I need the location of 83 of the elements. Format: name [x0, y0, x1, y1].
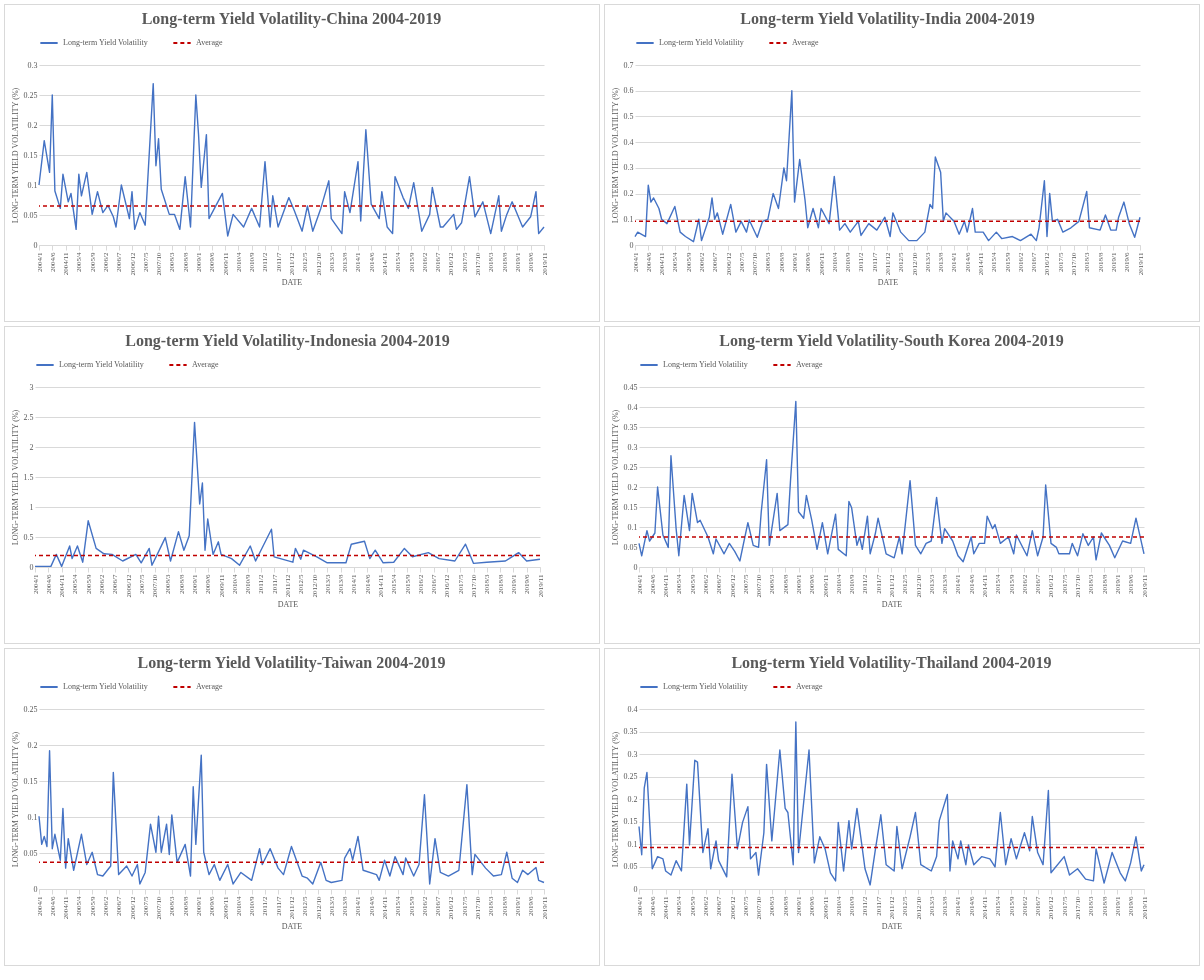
line-series	[638, 721, 1145, 886]
y-tick-label: 0.1	[627, 522, 638, 532]
y-tick-label: 0	[633, 562, 638, 572]
legend-label: Long-term Yield Volatility	[663, 682, 748, 691]
chart-title: Long-term Yield Volatility-China 2004-2019	[141, 10, 442, 28]
y-tick-label: 0.15	[623, 817, 638, 826]
y-axis-title: LONG-TERM YIELD VOLATILITY (%)	[10, 87, 20, 224]
y-axis-title: LONG-TERM YIELD VOLATILITY (%)	[610, 409, 620, 546]
y-tick-label: 0.05	[623, 542, 638, 552]
y-axis-title: LONG-TERM YIELD VOLATILITY (%)	[10, 731, 20, 868]
y-tick-label: 0	[29, 562, 34, 572]
x-axis-title: DATE	[881, 922, 903, 932]
y-tick-label: 0.3	[627, 749, 638, 759]
y-tick-label: 0.15	[23, 150, 38, 160]
y-tick-label: 0	[33, 240, 38, 250]
y-tick-label: 0.3	[623, 163, 634, 173]
y-axis-title: LONG-TERM YIELD VOLATILITY (%)	[610, 87, 620, 224]
y-tick-label: 0.45	[623, 382, 638, 392]
line-series	[34, 421, 541, 568]
y-tick-label: 0.35	[623, 422, 638, 432]
x-axis-title: DATE	[277, 600, 299, 610]
legend-label: Long-term Yield Volatility	[659, 38, 744, 47]
y-tick-label: 0.1	[623, 214, 634, 224]
legend-label: Long-term Yield Volatility	[663, 360, 748, 369]
y-tick-label: 0.4	[627, 402, 638, 412]
y-tick-label: 2.5	[23, 412, 34, 422]
chart-title: Long-term Yield Volatility-Thailand 2004-2019	[731, 654, 1052, 672]
y-tick-label: 0.2	[627, 794, 638, 804]
y-tick-label: 0.1	[27, 180, 38, 190]
x-axis-title: DATE	[877, 278, 899, 288]
y-tick-label: 0.2	[27, 120, 38, 130]
legend-label: Average	[192, 360, 219, 369]
y-tick-label: 0.2	[627, 482, 638, 492]
y-tick-label: 2	[29, 442, 34, 452]
y-tick-label: 0.25	[623, 462, 638, 472]
x-axis-title: DATE	[281, 922, 303, 932]
chart-title: Long-term Yield Volatility-South Korea 2004-2019	[719, 332, 1064, 350]
y-axis-title: LONG-TERM YIELD VOLATILITY (%)	[610, 731, 620, 868]
y-tick-label: 3	[29, 382, 34, 392]
y-tick-label: 0.35	[623, 727, 638, 736]
legend-label: Long-term Yield Volatility	[59, 360, 144, 369]
y-tick-label: 0.25	[623, 772, 638, 781]
legend-label: Long-term Yield Volatility	[63, 38, 148, 47]
line-series	[38, 82, 545, 237]
chart-title: Long-term Yield Volatility-India 2004-2019	[740, 10, 1035, 28]
legend-label: Long-term Yield Volatility	[63, 682, 148, 691]
chart-title: Long-term Yield Volatility-Taiwan 2004-2019	[137, 654, 446, 672]
y-tick-label: 0.5	[23, 532, 34, 542]
y-tick-label: 0.1	[27, 812, 38, 822]
y-axis-title: LONG-TERM YIELD VOLATILITY (%)	[10, 409, 20, 546]
y-tick-label: 1	[29, 502, 34, 512]
legend-label: Average	[792, 38, 819, 47]
legend-label: Average	[196, 682, 223, 691]
line-series	[634, 90, 1141, 243]
y-tick-label: 0.3	[27, 60, 38, 70]
y-tick-label: 0.25	[23, 704, 38, 714]
legend-label: Average	[796, 360, 823, 369]
y-tick-label: 1.5	[23, 472, 34, 482]
y-tick-label: 0.05	[23, 848, 38, 858]
legend-label: Average	[796, 682, 823, 691]
y-tick-label: 0.05	[623, 862, 638, 871]
x-axis-title: DATE	[881, 600, 903, 610]
y-tick-label: 0.2	[27, 740, 38, 750]
line-series	[38, 750, 545, 885]
line-series	[638, 400, 1145, 563]
y-tick-label: 0	[633, 884, 638, 894]
chart-title: Long-term Yield Volatility-Indonesia 2004-2019	[125, 332, 450, 350]
x-axis-title: DATE	[281, 278, 303, 288]
legend-label: Average	[196, 38, 223, 47]
y-tick-label: 0.6	[623, 86, 634, 96]
y-tick-label: 0.4	[623, 137, 634, 147]
y-tick-label: 0	[33, 884, 38, 894]
y-tick-label: 0.3	[627, 442, 638, 452]
y-tick-label: 0.1	[627, 839, 638, 849]
y-tick-label: 0	[629, 240, 634, 250]
y-tick-label: 0.7	[623, 60, 634, 70]
y-tick-label: 0.4	[627, 704, 638, 714]
y-tick-label: 0.5	[623, 111, 634, 121]
y-tick-label: 0.05	[23, 210, 38, 220]
y-tick-label: 0.25	[23, 90, 38, 100]
y-tick-label: 0.2	[623, 189, 634, 199]
y-tick-label: 0.15	[23, 776, 38, 786]
y-tick-label: 0.15	[623, 502, 638, 512]
